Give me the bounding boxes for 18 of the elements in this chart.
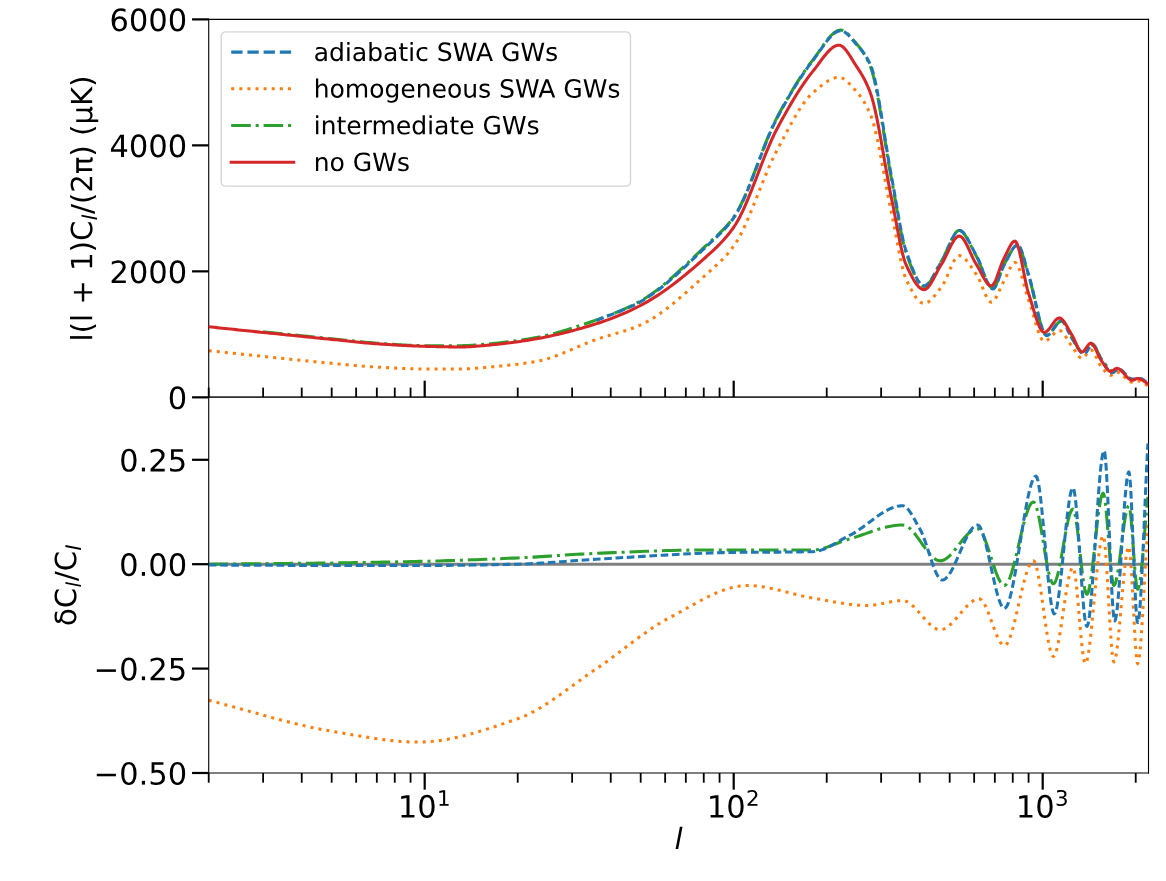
legend-label: adiabatic SWA GWs [315,41,557,62]
y-axis-title: l(l + 1)C$_{l}$/(2π) (μK) [70,77,99,339]
x-tick-label: 10$^{3}$ [1019,789,1067,818]
y-tick-label: 6000 [111,8,186,32]
y-tick-label: 2000 [111,260,186,284]
y-tick-label: −0.25 [96,657,185,681]
y-tick-label: 0 [169,386,186,410]
y-tick-label: 0.00 [121,553,186,577]
y-tick-label: −0.50 [96,761,186,786]
y-tick-label: 0.25 [121,448,185,472]
x-tick-label: 10$^{1}$ [401,790,449,818]
y-axis-title: δC$_{l}$/C$_{l}$ [54,545,81,625]
y-tick-label: 4000 [110,134,186,158]
legend-label: homogeneous SWA GWs [315,78,620,103]
legend-label: intermediate GWs [316,115,539,135]
x-tick-label: 10$^{2}$ [710,789,758,818]
legend-label: no GWs [315,152,409,172]
x-axis-title: l [675,826,683,850]
